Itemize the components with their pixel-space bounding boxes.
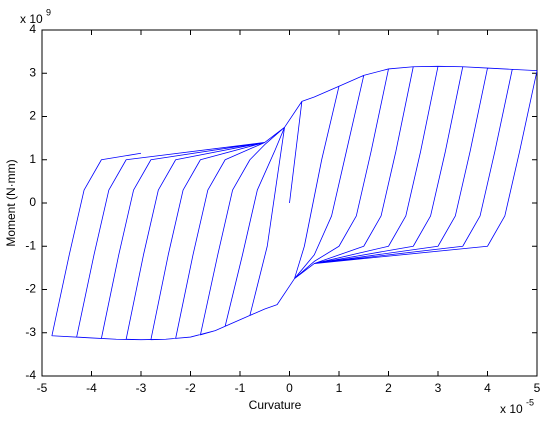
y-tick-label: -2 [25,282,36,296]
x-multiplier-exponent: -5 [526,397,534,407]
y-tick-label: 2 [29,109,36,123]
y-tick-label: 0 [29,195,36,209]
x-tick-label: -3 [136,381,147,395]
y-multiplier-base: x 10 [20,12,43,26]
x-tick-label: 2 [385,381,392,395]
x-tick-label: 4 [484,381,491,395]
x-tick-label: 0 [286,381,293,395]
x-axis-label: Curvature [249,398,302,412]
y-tick-label: 4 [29,22,36,36]
y-tick-label: 3 [29,65,36,79]
y-multiplier-exponent: 9 [46,7,51,17]
x-multiplier-base: x 10 [500,402,523,416]
x-tick-label: 3 [435,381,442,395]
x-tick-label: -2 [185,381,196,395]
y-tick-label: -3 [25,325,36,339]
y-tick-label: -1 [25,238,36,252]
x-tick-label: -1 [235,381,246,395]
y-tick-label: 1 [29,152,36,166]
y-tick-label: -4 [25,368,36,382]
data-line [51,65,538,341]
y-axis-label: Moment (N·mm) [4,159,18,246]
x-tick-label: 1 [336,381,343,395]
x-tick-label: 5 [534,381,541,395]
x-tick-label: -5 [37,381,48,395]
x-tick-label: -4 [86,381,97,395]
